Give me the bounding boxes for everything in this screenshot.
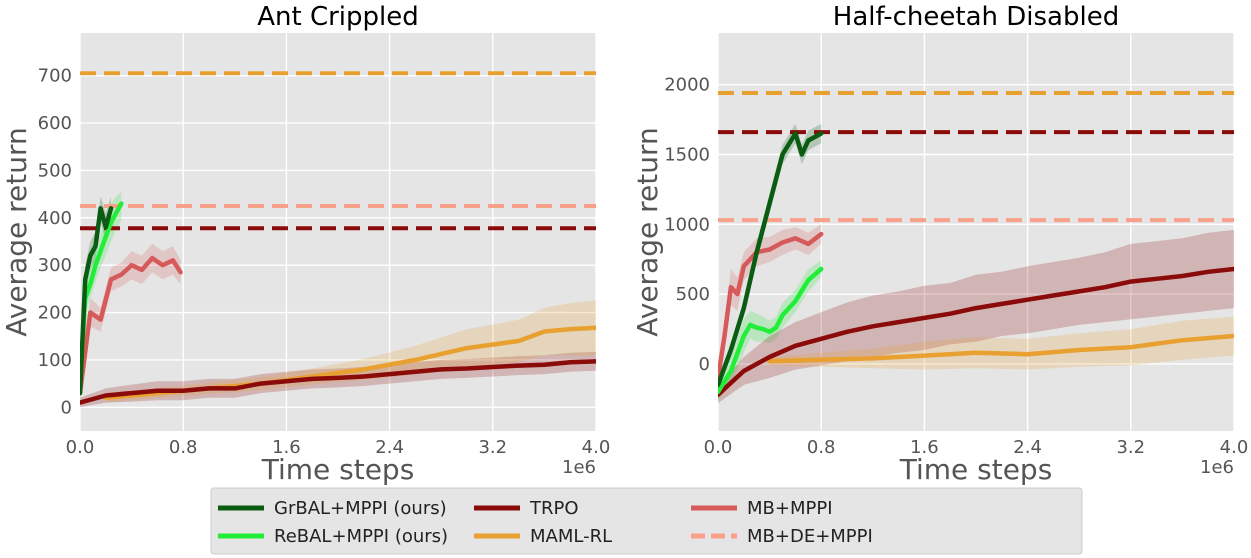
legend-label-maml-rl: MAML-RL: [530, 526, 612, 547]
legend-label-mb-mppi: MB+MPPI: [747, 498, 833, 519]
x-tick-label: 3.2: [478, 437, 507, 458]
y-tick-label: 1500: [664, 144, 710, 165]
y-axis-label: Average return: [631, 127, 664, 337]
chart-ant-crippled: 0.0 0.8 1.6 2.4 3.2 4.0 0 100 200 300 400 500 600 700…: [0, 2, 610, 486]
y-tick-label: 600: [38, 113, 72, 134]
series-line-trpo: [80, 359, 596, 405]
x-tick-label: 3.2: [1116, 437, 1145, 458]
x-tick-label: 2.4: [375, 437, 404, 458]
y-tick-label: 500: [38, 160, 72, 181]
y-tick-label: 100: [38, 350, 72, 371]
legend-frame: [210, 487, 1083, 555]
x-tick-label: 0.8: [169, 437, 198, 458]
series-line-grbal-mppi-ours: [80, 206, 114, 396]
y-tick-label: 300: [38, 255, 72, 276]
y-tick-label: 200: [38, 303, 72, 324]
chart-title: Half-cheetah Disabled: [833, 2, 1119, 32]
series-line-trpo: [718, 266, 1234, 397]
x-tick-label: 0.0: [704, 437, 733, 458]
y-axis-label: Average return: [0, 127, 33, 337]
legend-label-grbal-mppi-ours: GrBAL+MPPI (ours): [274, 498, 447, 519]
plot-marks: [718, 91, 1234, 404]
x-tick-label: 4.0: [1220, 437, 1249, 458]
series-line-maml-rl: [767, 333, 1234, 364]
legend-label-mb-de-mppi: MB+DE+MPPI: [747, 526, 873, 547]
series-line-rebal-mppi-ours: [80, 201, 124, 386]
y-tick-label: 500: [676, 284, 710, 305]
x-tick-label: 2.4: [1013, 437, 1042, 458]
y-tick-label: 2000: [664, 75, 710, 96]
x-scale-factor: 1e6: [562, 457, 596, 478]
x-tick-label: 1.6: [272, 437, 301, 458]
series-line-mb-mppi: [80, 255, 183, 396]
legend-label-trpo: TRPO: [529, 498, 579, 519]
y-tick-label: 1000: [664, 214, 710, 235]
y-tick-label: 700: [38, 66, 72, 87]
x-tick-label: 0.8: [807, 437, 836, 458]
y-tick-label: 0: [699, 354, 710, 375]
legend-label-rebal-mppi-ours: ReBAL+MPPI (ours): [274, 526, 448, 547]
x-axis-label: Time steps: [261, 453, 415, 486]
y-tick-label: 400: [38, 208, 72, 229]
x-tick-label: 0.0: [66, 437, 95, 458]
x-scale-factor: 1e6: [1200, 457, 1234, 478]
y-tick-label: 0: [61, 397, 72, 418]
x-tick-label: 1.6: [910, 437, 939, 458]
legend: GrBAL+MPPI (ours) ReBAL+MPPI (ours) TRPO MA…: [210, 487, 1083, 555]
x-tick-label: 4.0: [582, 437, 611, 458]
x-axis-label: Time steps: [899, 453, 1053, 486]
chart-half-cheetah-disabled: 0.0 0.8 1.6 2.4 3.2 4.0 0 500 1000 1500 2000 Half-c…: [631, 2, 1248, 486]
plot-marks: [80, 71, 596, 408]
chart-title: Ant Crippled: [257, 2, 419, 32]
band-rebal-mppi-ours: [80, 191, 122, 391]
series-line-grbal-mppi-ours: [718, 131, 824, 388]
series-line-rebal-mppi-ours: [718, 266, 824, 395]
